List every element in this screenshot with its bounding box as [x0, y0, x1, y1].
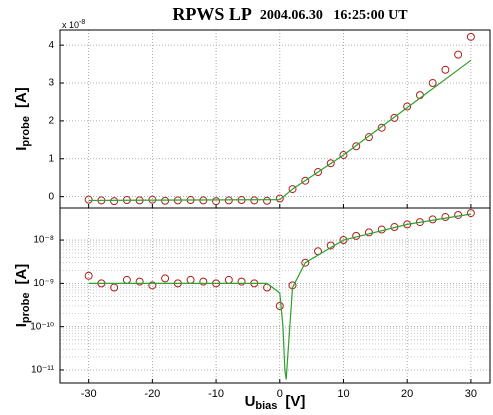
data-point — [212, 197, 221, 206]
data-point — [441, 65, 450, 74]
data-point — [199, 277, 208, 286]
data-point — [441, 213, 450, 222]
data-point — [84, 271, 93, 280]
x-tick-label: 10 — [337, 388, 349, 400]
chart-title: RPWS LP 2004.06.30 16:25:00 UT — [172, 4, 408, 24]
data-point — [466, 32, 475, 41]
data-point — [237, 277, 246, 286]
data-point — [275, 194, 284, 203]
plot-area — [84, 209, 475, 380]
data-point — [161, 274, 170, 283]
data-point — [301, 258, 310, 267]
multiplier-base: x 10 — [62, 20, 79, 30]
y-multiplier: x 10-8 — [62, 19, 85, 31]
y-label-unit: [A] — [13, 264, 30, 285]
data-point — [161, 196, 170, 205]
y-tick-label: 10⁻¹⁰ — [30, 321, 54, 332]
data-point — [326, 159, 335, 168]
subtitle: 2004.06.30 16:25:00 UT — [260, 8, 408, 23]
y-label-main: I — [13, 147, 30, 151]
x-tick-label: -10 — [208, 388, 224, 400]
data-point — [301, 176, 310, 185]
x-tick-label: 20 — [401, 388, 413, 400]
y-tick-label: 0 — [48, 191, 54, 202]
data-point — [339, 150, 348, 159]
data-point — [390, 113, 399, 122]
data-point — [428, 79, 437, 88]
y-tick-label: 3 — [48, 78, 54, 89]
data-point — [314, 168, 322, 177]
data-point — [122, 275, 131, 284]
x-tick-label: 30 — [465, 388, 477, 400]
y-tick-label: 2 — [48, 116, 54, 127]
data-point — [339, 236, 348, 245]
data-point — [352, 142, 361, 151]
data-point — [263, 196, 272, 205]
x-label-sub: bias — [255, 400, 277, 410]
fit-line — [88, 213, 471, 380]
x-label-main: U — [245, 393, 256, 410]
data-point — [84, 195, 93, 204]
data-point — [377, 123, 386, 132]
y-label: Iprobe [A] — [13, 264, 32, 328]
data-point — [275, 302, 284, 311]
plot-frame — [59, 29, 491, 209]
y-label-unit: [A] — [13, 87, 30, 108]
plot-area — [84, 32, 475, 206]
x-label: Ubias [V] — [245, 393, 306, 410]
data-point — [466, 209, 475, 218]
y-tick-label: 10⁻¹¹ — [31, 365, 55, 376]
x-tick-label: 0 — [277, 388, 283, 400]
data-point — [148, 281, 157, 290]
data-point — [250, 196, 259, 205]
x-label-unit: [V] — [285, 393, 305, 410]
data-point — [135, 277, 144, 286]
data-point — [288, 185, 297, 194]
y-label: Iprobe [A] — [13, 87, 32, 151]
y-tick-label: 10⁻⁸ — [33, 235, 54, 246]
fit-line — [88, 59, 472, 202]
y-label-sub: probe — [20, 116, 32, 147]
plot-frame — [59, 207, 491, 384]
x-tick-label: -20 — [144, 388, 160, 400]
y-tick-label: 4 — [48, 40, 54, 51]
multiplier-exp: -8 — [79, 19, 85, 26]
y-label-main: I — [13, 323, 30, 327]
data-point — [186, 275, 195, 284]
data-point — [224, 275, 233, 284]
data-point — [110, 197, 119, 206]
y-label-sub: probe — [20, 293, 32, 324]
data-point — [454, 50, 463, 59]
y-tick-label: 10⁻⁹ — [33, 278, 54, 289]
data-point — [454, 210, 463, 219]
data-point — [110, 283, 119, 292]
title: RPWS LP — [172, 4, 252, 24]
x-tick-label: -30 — [81, 388, 97, 400]
data-point — [364, 133, 373, 142]
y-tick-label: 1 — [48, 153, 54, 164]
data-point — [403, 102, 412, 111]
